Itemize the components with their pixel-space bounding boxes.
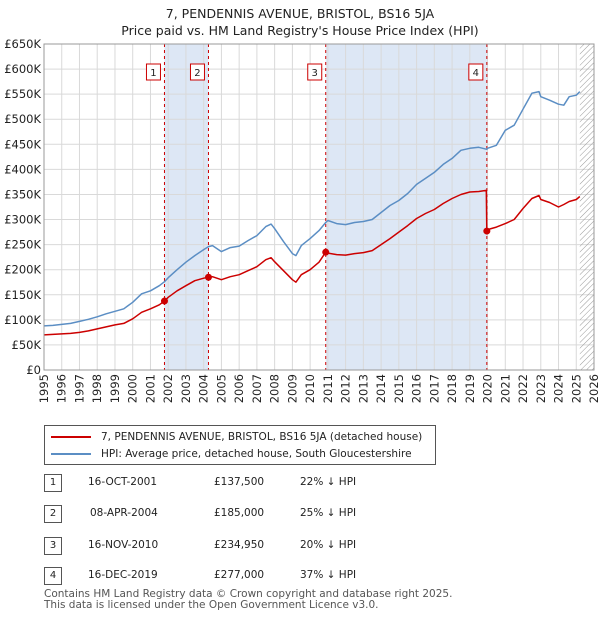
plot-frame	[43, 43, 595, 371]
transaction-number: 1	[44, 474, 62, 492]
x-tick-label: 2009	[285, 374, 299, 403]
y-tick-label: £400K	[4, 162, 41, 176]
y-tick-label: £100K	[4, 313, 41, 327]
footer-copyright: Contains HM Land Registry data © Crown c…	[44, 588, 453, 600]
sale-point	[322, 248, 330, 256]
y-tick-label: £200K	[4, 263, 41, 277]
sale-point	[204, 273, 212, 281]
legend: 7, PENDENNIS AVENUE, BRISTOL, BS16 5JA (…	[44, 425, 436, 465]
x-tick-label: 2005	[214, 374, 228, 403]
transaction-row: 3 16-NOV-2010 £234,950 20% ↓ HPI	[40, 536, 460, 556]
x-tick-label: 1997	[72, 374, 86, 403]
y-tick-label: £350K	[4, 187, 41, 201]
transaction-marker-label: 2	[194, 68, 200, 79]
x-tick-label: 2020	[481, 374, 495, 403]
x-tick-label: 2016	[410, 374, 424, 403]
x-tick-label: 2007	[250, 374, 264, 403]
footer: Contains HM Land Registry data © Crown c…	[44, 589, 452, 611]
transaction-marker-label: 4	[473, 68, 479, 79]
x-tick-label: 2024	[552, 374, 566, 403]
property-series-line	[43, 189, 581, 336]
y-tick-label: £550K	[4, 87, 41, 101]
transaction-marker-label: 1	[150, 68, 156, 79]
x-tick-label: 2019	[463, 374, 477, 403]
transaction-marker-box	[145, 63, 161, 81]
x-tick-label: 2018	[445, 374, 459, 403]
transaction-marker-box	[468, 63, 484, 81]
sale-point	[160, 297, 168, 305]
transaction-hpi-diff: 25% ↓ HPI	[300, 507, 357, 519]
x-tick-label: 2013	[356, 374, 370, 403]
transaction-marker-box	[307, 63, 323, 81]
transaction-number: 4	[44, 567, 62, 585]
ownership-shade	[325, 44, 487, 370]
legend-label-hpi: HPI: Average price, detached house, Sout…	[101, 448, 412, 460]
chart-title-line2: Price paid vs. HM Land Registry's House …	[121, 23, 479, 38]
x-tick-label: 2006	[232, 374, 246, 403]
y-tick-label: £500K	[4, 112, 41, 126]
hpi-line-swatch-icon	[51, 453, 91, 455]
x-tick-label: 1996	[55, 374, 69, 403]
forecast-hatch	[579, 44, 594, 370]
transaction-marker-box	[189, 63, 205, 81]
y-tick-label: £150K	[4, 288, 41, 302]
x-tick-label: 2003	[179, 374, 193, 403]
y-tick-label: £600K	[4, 62, 41, 76]
x-tick-label: 2026	[587, 374, 600, 403]
x-tick-label: 2002	[161, 374, 175, 403]
x-tick-label: 2015	[392, 374, 406, 403]
transaction-marker-label: 3	[312, 68, 318, 79]
x-tick-label: 2012	[339, 374, 353, 403]
x-tick-label: 1998	[90, 374, 104, 403]
transaction-hpi-diff: 22% ↓ HPI	[300, 476, 357, 488]
transaction-price: £277,000	[214, 569, 265, 581]
property-line-swatch-icon	[51, 436, 91, 438]
transaction-hpi-diff: 37% ↓ HPI	[300, 569, 357, 581]
sale-point	[483, 227, 491, 235]
transaction-number: 2	[44, 505, 62, 523]
y-tick-label: £300K	[4, 213, 41, 227]
transaction-price: £185,000	[214, 507, 265, 519]
y-tick-label: £50K	[12, 338, 42, 352]
x-tick-label: 2008	[268, 374, 282, 403]
x-tick-label: 2023	[534, 374, 548, 403]
transaction-date: 16-DEC-2019	[88, 569, 158, 581]
legend-item-hpi: HPI: Average price, detached house, Sout…	[51, 447, 412, 461]
x-tick-label: 2000	[126, 374, 140, 403]
ownership-shade	[164, 44, 209, 370]
transaction-date: 16-OCT-2001	[88, 476, 157, 488]
transaction-row: 2 08-APR-2004 £185,000 25% ↓ HPI	[40, 504, 460, 524]
transaction-date: 16-NOV-2010	[88, 539, 159, 551]
transaction-row: 1 16-OCT-2001 £137,500 22% ↓ HPI	[40, 473, 460, 493]
hpi-series-line	[43, 90, 581, 327]
transaction-number: 3	[44, 537, 62, 555]
x-tick-label: 1995	[37, 374, 51, 403]
x-tick-label: 2022	[516, 374, 530, 403]
x-tick-label: 2025	[569, 374, 583, 403]
y-tick-label: £450K	[4, 137, 41, 151]
chart-title-line1: 7, PENDENNIS AVENUE, BRISTOL, BS16 5JA	[165, 6, 435, 21]
x-tick-label: 2001	[143, 374, 157, 403]
x-tick-label: 2017	[427, 374, 441, 403]
x-tick-label: 2011	[321, 374, 335, 403]
transaction-price: £137,500	[214, 476, 265, 488]
x-tick-label: 2021	[498, 374, 512, 403]
x-tick-label: 1999	[108, 374, 122, 403]
y-tick-label: £650K	[4, 37, 41, 51]
legend-item-property: 7, PENDENNIS AVENUE, BRISTOL, BS16 5JA (…	[51, 430, 422, 444]
footer-license: This data is licensed under the Open Gov…	[44, 599, 379, 611]
y-tick-label: £0	[26, 363, 41, 377]
transaction-price: £234,950	[214, 539, 265, 551]
transaction-date: 08-APR-2004	[90, 507, 158, 519]
x-tick-label: 2004	[197, 374, 211, 403]
transaction-row: 4 16-DEC-2019 £277,000 37% ↓ HPI	[40, 566, 460, 586]
y-tick-label: £250K	[4, 238, 41, 252]
x-tick-label: 2014	[374, 374, 388, 403]
transaction-hpi-diff: 20% ↓ HPI	[300, 539, 357, 551]
price-chart: 1 2 3 4 £0 £50K £100K £150K £200K £250K £300K £350…	[4, 37, 600, 403]
legend-label-property: 7, PENDENNIS AVENUE, BRISTOL, BS16 5JA (…	[101, 431, 423, 443]
x-tick-label: 2010	[303, 374, 317, 403]
